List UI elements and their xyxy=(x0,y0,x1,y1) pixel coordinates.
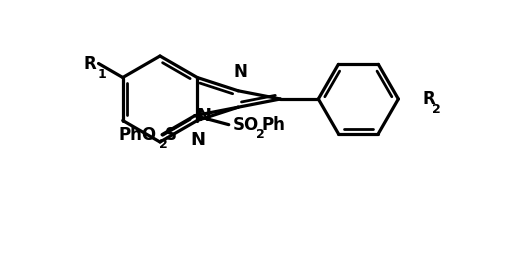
Text: 2: 2 xyxy=(432,103,441,116)
Text: 2: 2 xyxy=(256,128,265,141)
Text: Ph: Ph xyxy=(262,116,286,134)
Text: R: R xyxy=(84,54,96,73)
Text: 2: 2 xyxy=(159,138,168,151)
Text: R: R xyxy=(422,90,435,108)
Text: N: N xyxy=(196,107,211,125)
Text: N: N xyxy=(191,131,206,148)
Text: N: N xyxy=(233,63,247,81)
Text: 1: 1 xyxy=(97,68,106,81)
Text: SO: SO xyxy=(233,116,259,134)
Text: S: S xyxy=(165,126,177,144)
Text: PhO: PhO xyxy=(119,126,157,144)
